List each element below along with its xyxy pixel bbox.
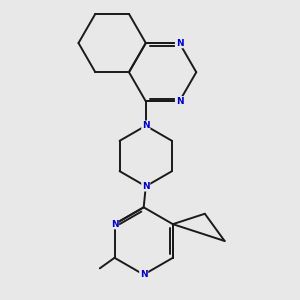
Text: N: N <box>142 182 150 191</box>
Text: N: N <box>140 270 148 279</box>
Text: N: N <box>176 97 183 106</box>
Text: N: N <box>142 121 150 130</box>
Text: N: N <box>176 38 183 47</box>
Text: N: N <box>111 220 119 229</box>
